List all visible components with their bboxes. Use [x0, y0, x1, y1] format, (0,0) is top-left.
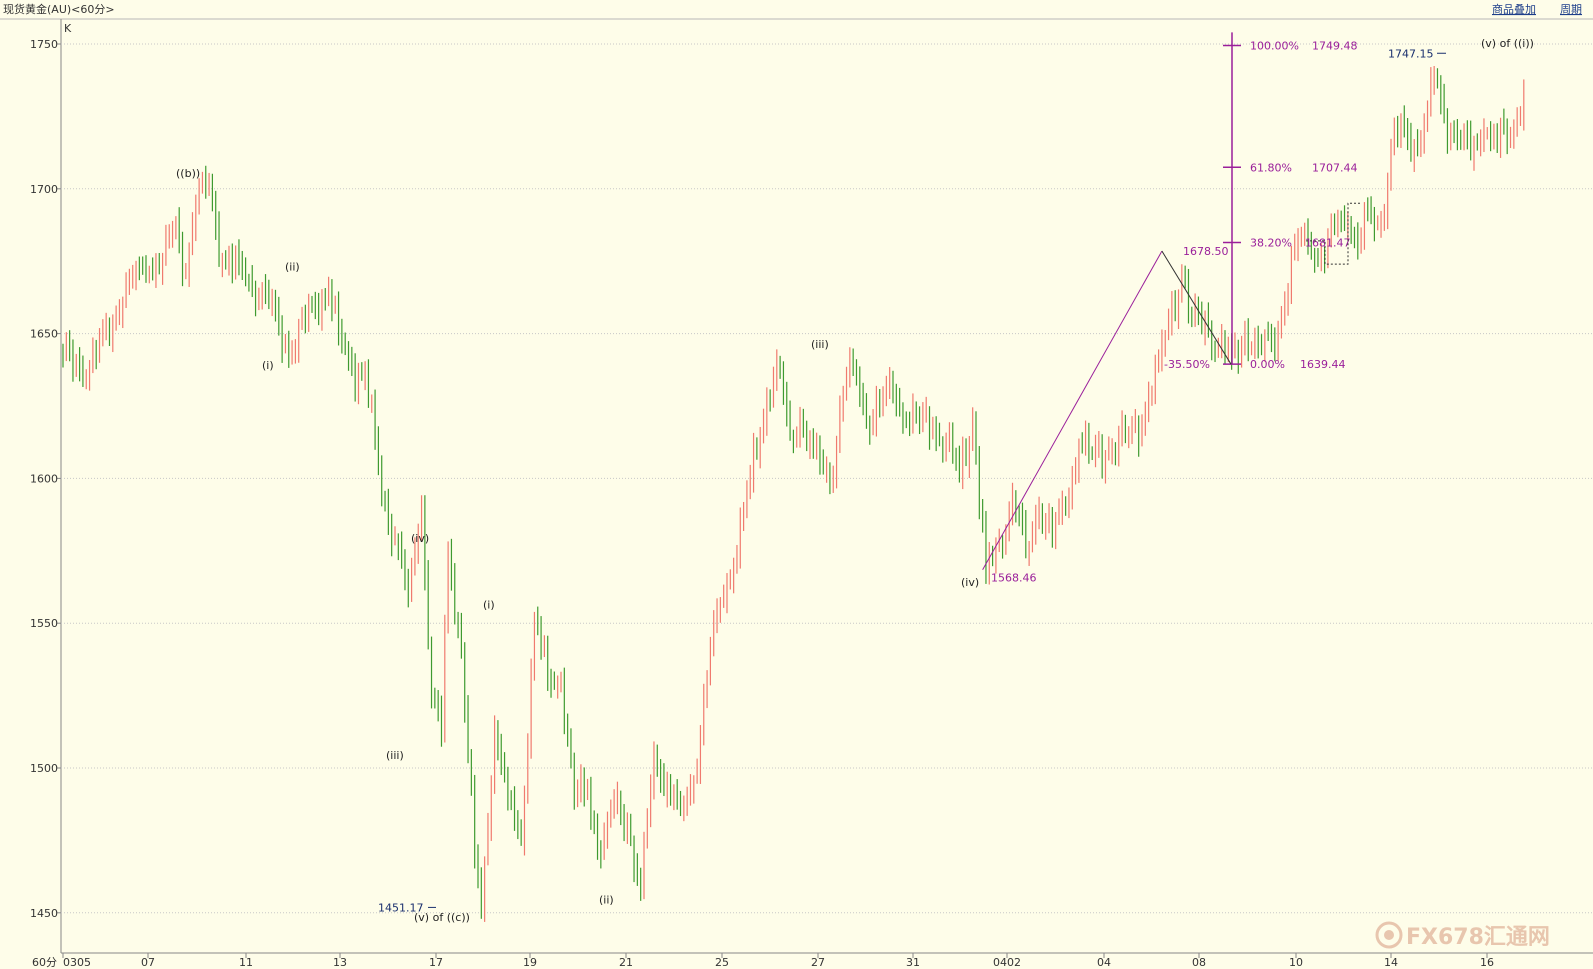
period-label: 60分 — [32, 956, 57, 969]
x-tick-label: 17 — [429, 956, 443, 969]
x-tick-label: 10 — [1289, 956, 1303, 969]
swing-low-label: 1568.46 — [991, 572, 1037, 585]
fib-level-percent: 38.20% — [1250, 236, 1292, 249]
wave-label: (iv) — [411, 532, 429, 545]
watermark: FX678汇通网 — [1375, 921, 1550, 950]
wave-label: (i) — [483, 599, 495, 612]
period-link[interactable]: 周期 — [1560, 3, 1582, 16]
y-tick-labels: 1750 1700 1650 1600 1550 1500 1450 — [30, 38, 61, 920]
wave-label: (iv) — [961, 576, 979, 589]
x-tick-label: 21 — [619, 956, 633, 969]
watermark-logo-dot-icon — [1384, 930, 1394, 940]
x-tick-label: 14 — [1384, 956, 1398, 969]
y-tick-label: 1500 — [30, 762, 58, 775]
wave-label: (iii) — [811, 338, 829, 351]
wave-label: (ii) — [599, 894, 614, 907]
overlay-commodity-link[interactable]: 商品叠加 — [1492, 2, 1536, 16]
y-tick-label: 1450 — [30, 907, 58, 920]
swing-line-up — [982, 250, 1163, 570]
x-tick-label: 0402 — [993, 956, 1021, 969]
y-tick-label: 1650 — [30, 328, 58, 341]
y-tick-label: 1700 — [30, 183, 58, 196]
fib-level-percent: 61.80% — [1250, 161, 1292, 174]
fib-level-percent: 100.00% — [1250, 40, 1299, 53]
wave-label: ((b)) — [176, 167, 200, 180]
candlestick-series — [62, 65, 1525, 922]
y-tick-label: 1600 — [30, 472, 58, 485]
fib-level-value: 1681.47 — [1305, 236, 1351, 249]
x-tick-labels: 0305 07 11 13 17 19 21 25 27 31 0402 04 08 10 14 16 — [62, 953, 1494, 969]
x-tick-label: 16 — [1480, 956, 1494, 969]
watermark-text: FX678汇通网 — [1406, 925, 1550, 950]
watermark-logo-icon — [1375, 921, 1403, 949]
fibonacci-overlay: 100.00% 1749.48 61.80% 1707.44 38.20% 1681.47… — [982, 32, 1358, 585]
wave-label: (iii) — [386, 749, 404, 762]
x-tick-label: 04 — [1097, 956, 1111, 969]
fib-level-percent: 0.00% — [1250, 358, 1285, 371]
swing-high-label: 1678.50 — [1183, 245, 1229, 258]
x-tick-label: 19 — [523, 956, 537, 969]
y-tick-label: 1550 — [30, 617, 58, 630]
x-tick-label: 07 — [141, 956, 155, 969]
wave-label: (i) — [262, 359, 274, 372]
x-tick-label: 08 — [1192, 956, 1206, 969]
fib-level-value: 1749.48 — [1312, 40, 1358, 53]
y-tick-label: 1750 — [30, 38, 58, 51]
fib-level-value: 1639.44 — [1300, 358, 1346, 371]
x-tick-label: 0305 — [63, 956, 91, 969]
fib-extension-label: -35.50% — [1164, 358, 1210, 371]
wave-label: (v) of ((i)) — [1481, 37, 1534, 50]
x-tick-label: 27 — [811, 956, 825, 969]
chart-title: 现货黄金(AU)<60分> — [3, 2, 115, 16]
gap-marker — [1306, 202, 1362, 265]
low-price-marker: 1451.17 — [378, 901, 424, 914]
fib-level-value: 1707.44 — [1312, 161, 1358, 174]
wave-labels: ((b)) (i) (ii) (iii) (iv) (v) of ((c)) (i) (ii)… — [176, 37, 1534, 924]
x-tick-label: 11 — [239, 956, 253, 969]
high-price-marker: 1747.15 — [1388, 47, 1434, 60]
x-tick-label: 25 — [715, 956, 729, 969]
wave-label: (ii) — [285, 261, 300, 274]
x-tick-label: 31 — [906, 956, 920, 969]
swing-line-down — [1161, 250, 1232, 365]
panel-label: K — [64, 22, 72, 35]
wave-label: (v) of ((c)) — [414, 911, 470, 924]
x-tick-label: 13 — [333, 956, 347, 969]
